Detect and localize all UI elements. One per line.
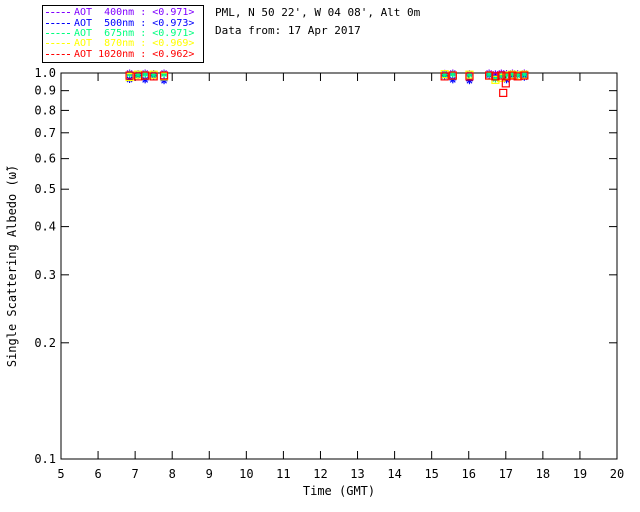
data-point-aot-1020nm xyxy=(141,71,150,80)
x-tick-label: 11 xyxy=(276,467,290,481)
x-tick-label: 14 xyxy=(387,467,401,481)
legend-entry: AOT 675nm : <0.971> xyxy=(46,27,200,39)
data-point-aot-1020nm xyxy=(520,71,529,80)
y-tick-label: 0.7 xyxy=(34,126,56,140)
station-info-text: PML, N 50 22', W 04 08', Alt 0m xyxy=(215,6,421,19)
legend-line-sample xyxy=(46,22,70,25)
data-point-aot-1020nm xyxy=(448,71,457,80)
legend-entry-label: AOT 400nm : <0.971> xyxy=(74,7,195,19)
x-tick-label: 6 xyxy=(94,467,101,481)
x-tick-label: 16 xyxy=(462,467,476,481)
x-tick-label: 7 xyxy=(132,467,139,481)
y-tick-label: 0.6 xyxy=(34,152,56,166)
data-point-aot-500nm xyxy=(449,76,457,84)
y-tick-label: 0.2 xyxy=(34,336,56,350)
y-tick-label: 1.0 xyxy=(34,66,56,80)
legend-entry: AOT 1020nm : <0.962> xyxy=(46,48,200,60)
data-point-aot-675nm xyxy=(465,71,473,79)
x-tick-label: 15 xyxy=(424,467,438,481)
data-point-aot-1020nm xyxy=(159,71,169,80)
data-point-aot-500nm xyxy=(141,76,149,84)
data-point-aot-1020nm xyxy=(125,71,134,80)
legend: AOT 400nm : <0.971> AOT 500nm : <0.973> AO… xyxy=(42,5,204,63)
data-point-aot-1020nm xyxy=(149,72,158,81)
data-point-aot-500nm xyxy=(465,77,473,85)
x-tick-label: 12 xyxy=(313,467,327,481)
x-tick-label: 20 xyxy=(610,467,624,481)
legend-entry-label: AOT 870nm : <0.969> xyxy=(74,38,195,50)
x-tick-label: 17 xyxy=(499,467,513,481)
x-tick-label: 10 xyxy=(239,467,253,481)
legend-entry-label: AOT 1020nm : <0.962> xyxy=(74,48,195,60)
x-tick-label: 13 xyxy=(350,467,364,481)
x-tick-label: 8 xyxy=(169,467,176,481)
marker-stroke xyxy=(492,76,499,82)
legend-entry-label: AOT 675nm : <0.971> xyxy=(74,27,195,39)
x-tick-label: 18 xyxy=(536,467,550,481)
y-tick-label: 0.8 xyxy=(34,103,56,117)
y-axis-title: Single Scattering Albedo (ω̃) xyxy=(5,165,19,367)
data-point-aot-1020nm xyxy=(508,71,517,80)
plot-frame xyxy=(60,72,618,460)
x-axis-title: Time (GMT) xyxy=(303,484,375,498)
legend-entry: AOT 400nm : <0.971> xyxy=(46,8,200,18)
legend-entry: AOT 870nm : <0.969> xyxy=(46,39,200,49)
y-tick-label: 0.1 xyxy=(34,452,56,466)
marker-stroke xyxy=(466,77,473,84)
legend-entry: AOT 500nm : <0.973> xyxy=(46,17,200,29)
data-point-aot-1020nm xyxy=(465,72,474,81)
y-tick-label: 0.9 xyxy=(34,84,56,98)
x-tick-label: 19 xyxy=(573,467,587,481)
legend-line-sample xyxy=(46,53,70,56)
data-point-aot-500nm xyxy=(160,77,168,85)
data-point-aot-1020nm xyxy=(440,72,449,81)
x-tick-label: 5 xyxy=(57,467,64,481)
legend-line-sample xyxy=(46,43,70,45)
data-date-text: Data from: 17 Apr 2017 xyxy=(215,24,361,37)
data-point-aot-1020nm xyxy=(485,71,494,80)
legend-line-sample xyxy=(46,32,70,35)
marker-stroke xyxy=(142,76,149,83)
x-tick-label: 9 xyxy=(206,467,213,481)
data-point-aot-1020nm xyxy=(491,72,500,81)
data-point-aot-1020nm xyxy=(499,88,508,98)
y-tick-label: 0.5 xyxy=(34,182,56,196)
data-point-aot-1020nm xyxy=(497,71,506,80)
legend-line-sample xyxy=(46,12,70,14)
data-point-aot-1020nm xyxy=(501,79,510,88)
y-tick-label: 0.4 xyxy=(34,220,56,234)
marker-stroke xyxy=(449,76,456,83)
data-point-aot-675nm xyxy=(150,71,158,79)
legend-entry-label: AOT 500nm : <0.973> xyxy=(74,17,195,29)
y-tick-label: 0.3 xyxy=(34,268,56,282)
data-point-aot-675nm xyxy=(134,71,142,79)
